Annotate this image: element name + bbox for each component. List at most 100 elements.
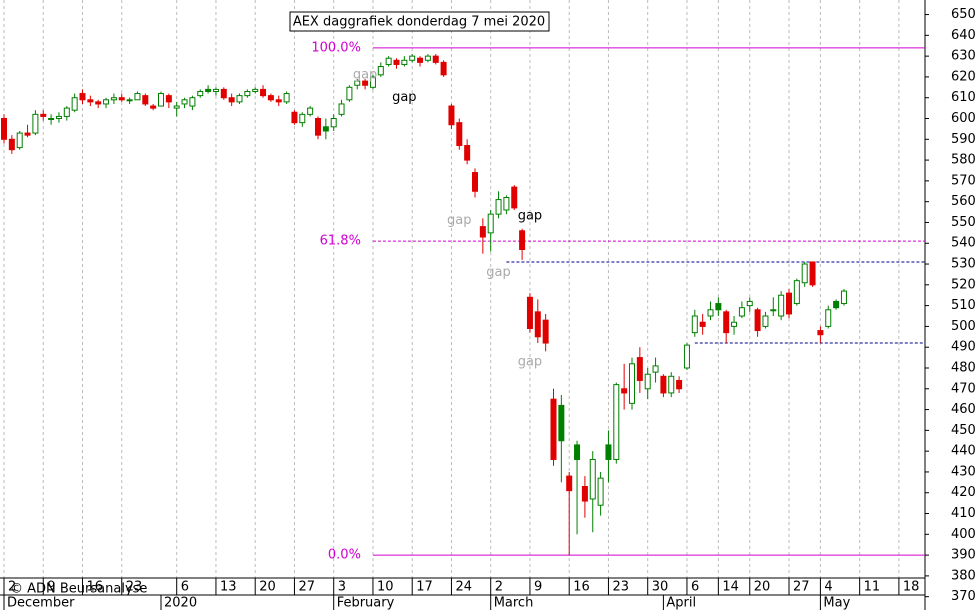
candle-body (786, 292, 792, 315)
candle-body (723, 311, 730, 334)
candle-body (833, 300, 840, 309)
candle-body (503, 197, 510, 211)
candle-body (699, 321, 706, 327)
month-label: April (666, 596, 696, 610)
y-tick-label: 580 (951, 153, 976, 168)
x-tick-label: 30 (652, 580, 669, 595)
y-tick-label: 590 (951, 132, 976, 147)
candle-body (683, 344, 690, 369)
annotation: gap (353, 67, 377, 82)
y-tick-label: 520 (951, 277, 976, 292)
candle-body (48, 118, 55, 121)
candle-body (746, 300, 753, 307)
level-label: 100.0% (311, 40, 361, 55)
candle-body (817, 330, 824, 336)
y-tick-label: 500 (951, 319, 976, 334)
candle-body (260, 88, 267, 97)
candle-body (495, 199, 502, 215)
candle-body (8, 138, 15, 151)
candle-body (550, 398, 557, 460)
title-box (289, 11, 550, 32)
candle-body (754, 309, 761, 332)
y-tick-label: 530 (951, 257, 976, 272)
chart-title: AEX daggrafiek donderdag 7 mei 2020 (293, 15, 545, 30)
candle-body (613, 384, 620, 460)
candle-body (32, 113, 39, 134)
candle-body (417, 57, 424, 63)
y-tick-label: 650 (951, 7, 976, 22)
candle-body (16, 132, 23, 149)
candle-body (220, 88, 227, 99)
candle-body (322, 126, 329, 132)
candle-body (330, 118, 337, 128)
level-label: 0.0% (328, 548, 361, 563)
y-tick-label: 370 (951, 589, 976, 604)
x-tick-label: 18 (903, 580, 920, 595)
y-tick-label: 600 (951, 111, 976, 126)
candle-body (511, 186, 518, 209)
candle-body (840, 290, 847, 305)
y-tick-label: 540 (951, 236, 976, 251)
candle-body (526, 296, 533, 329)
y-tick-label: 430 (951, 464, 976, 479)
y-tick-label: 640 (951, 28, 976, 43)
candle-body (393, 59, 400, 65)
candle-body (275, 99, 282, 103)
candle-body (244, 90, 251, 97)
x-tick-label: 27 (298, 580, 315, 595)
candle-body (205, 88, 212, 92)
x-tick-label: 16 (573, 580, 590, 595)
candle-body (55, 115, 62, 120)
month-label: March (494, 596, 534, 610)
candle-body (676, 379, 683, 390)
candle-body (315, 118, 321, 136)
x-tick-label: 9 (534, 580, 542, 595)
x-tick-label: 6 (181, 580, 189, 595)
candle-body (432, 55, 439, 63)
x-tick-label: 11 (864, 580, 881, 595)
candle-body (401, 59, 408, 65)
month-label: February (337, 596, 395, 610)
candle-body (424, 55, 431, 61)
annotation: gap (518, 354, 542, 369)
candle-body (299, 113, 306, 124)
candle-body (542, 319, 549, 344)
x-tick-label: 17 (416, 580, 433, 595)
candle-body (134, 93, 141, 101)
candle-body (409, 55, 416, 61)
candle-body (621, 388, 628, 394)
y-tick-label: 440 (951, 444, 976, 459)
candle-body (165, 95, 172, 103)
candle-body (385, 57, 392, 65)
x-tick-label: 4 (824, 580, 832, 595)
candle-body (24, 132, 31, 136)
candle-body (825, 309, 832, 327)
candle-body (142, 95, 149, 105)
candle-body (79, 93, 86, 101)
candle-body (40, 113, 47, 117)
candle-body (189, 97, 196, 107)
candle-body (762, 315, 769, 327)
level-label: 61.8% (320, 234, 361, 249)
candle-body (534, 311, 541, 338)
candle-body (660, 375, 667, 394)
candle-body (267, 95, 274, 101)
x-tick-label: 23 (126, 580, 143, 595)
candle-body (629, 363, 635, 404)
candle-body (197, 90, 204, 97)
candle-body (346, 86, 353, 101)
candle-body (479, 226, 486, 238)
y-tick-label: 470 (951, 381, 976, 396)
candle-body (63, 107, 70, 117)
candle-body (110, 97, 117, 101)
x-tick-label: 10 (377, 580, 394, 595)
candle-body (338, 103, 345, 115)
candle-body (574, 444, 581, 460)
candle-body (738, 307, 745, 317)
candle-body (212, 88, 219, 92)
candle-body (291, 111, 298, 124)
candle-body (668, 375, 675, 394)
candle-body (71, 97, 78, 111)
candle-body (731, 321, 738, 327)
x-tick-label: 20 (754, 580, 771, 595)
